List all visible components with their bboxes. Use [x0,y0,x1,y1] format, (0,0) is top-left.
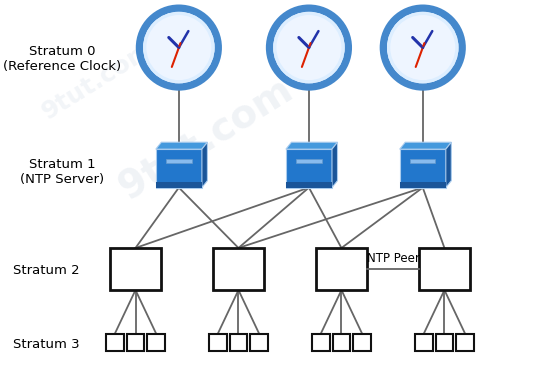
Bar [230,333,247,351]
Bar [333,333,350,351]
Text: Stratum 0
(Reference Clock): Stratum 0 (Reference Clock) [3,45,121,72]
Ellipse shape [143,12,215,83]
Bar [212,248,264,290]
Bar [250,333,268,351]
Ellipse shape [276,15,341,80]
Text: Stratum 1
(NTP Server): Stratum 1 (NTP Server) [20,158,105,186]
Ellipse shape [143,12,215,83]
Polygon shape [446,142,451,187]
Ellipse shape [387,12,459,83]
Bar [436,333,453,351]
Ellipse shape [273,12,345,83]
Ellipse shape [308,46,310,49]
Bar [127,333,144,351]
Bar [286,149,332,187]
Polygon shape [286,142,338,149]
Bar [156,149,202,187]
Bar [418,248,470,290]
Bar [296,159,321,163]
Polygon shape [202,142,208,187]
Bar [166,159,191,163]
Text: Stratum 3: Stratum 3 [13,337,79,351]
Ellipse shape [273,12,345,83]
Ellipse shape [391,16,454,79]
Ellipse shape [147,16,210,79]
Bar [415,333,433,351]
Bar [400,182,446,187]
Ellipse shape [387,12,459,83]
Bar [410,159,435,163]
Bar [456,333,474,351]
Text: NTP Peer: NTP Peer [366,252,420,265]
Polygon shape [332,142,338,187]
Bar [109,248,162,290]
Ellipse shape [146,15,211,80]
Ellipse shape [390,15,455,80]
Text: 9tut.com: 9tut.com [37,37,158,124]
Ellipse shape [138,7,220,88]
Ellipse shape [422,46,424,49]
Bar [106,333,124,351]
Bar [315,248,367,290]
Bar [312,333,330,351]
Bar [147,333,165,351]
Ellipse shape [382,7,463,88]
Ellipse shape [277,16,340,79]
Polygon shape [400,142,451,149]
Text: Stratum 2: Stratum 2 [13,264,79,277]
Bar [286,182,332,187]
Bar [209,333,227,351]
Text: 9tut.com: 9tut.com [112,71,300,207]
Bar [400,149,446,187]
Bar [156,182,202,187]
Bar [353,333,371,351]
Polygon shape [156,142,208,149]
Ellipse shape [268,7,350,88]
Ellipse shape [178,46,180,49]
